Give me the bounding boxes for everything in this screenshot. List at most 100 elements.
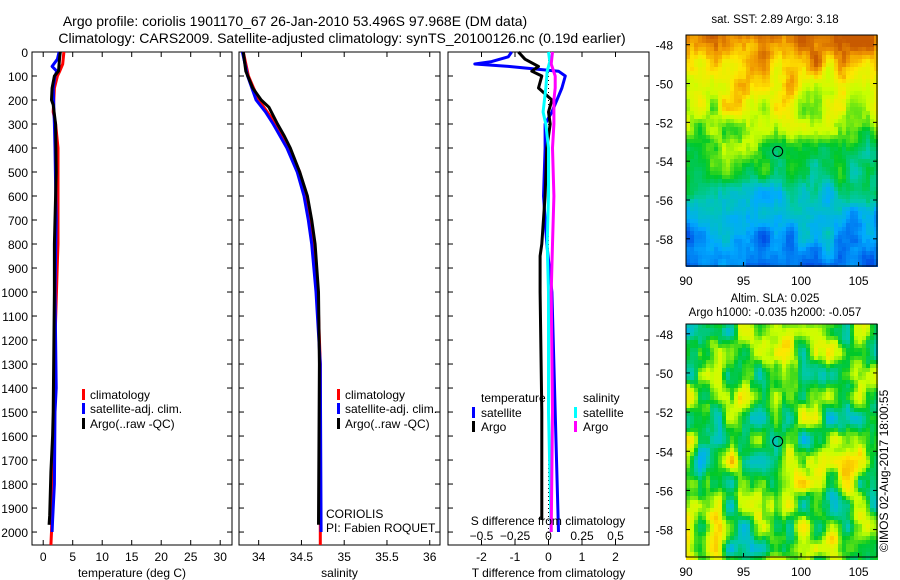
map-cell — [718, 155, 722, 159]
map-cell — [826, 416, 830, 420]
map-cell — [706, 380, 710, 384]
map-cell — [758, 199, 762, 203]
map-cell — [726, 115, 730, 119]
map-cell — [814, 35, 818, 39]
map-cell — [870, 123, 874, 127]
map-cell — [758, 223, 762, 227]
map-cell — [826, 404, 830, 408]
map-cell — [850, 468, 854, 472]
map-cell — [854, 35, 858, 39]
map-cell — [810, 191, 814, 195]
map-cell — [874, 372, 878, 376]
map-cell — [702, 95, 706, 99]
map-cell — [778, 259, 782, 263]
map-cell — [686, 47, 690, 51]
map-cell — [774, 147, 778, 151]
map-cell — [694, 348, 698, 352]
map-cell — [826, 428, 830, 432]
map-cell — [778, 239, 782, 243]
map-cell — [738, 263, 742, 267]
map-cell — [818, 444, 822, 448]
map-cell — [858, 131, 862, 135]
map-cell — [870, 388, 874, 392]
map-cell — [810, 259, 814, 263]
map-cell — [798, 440, 802, 444]
map-cell — [790, 147, 794, 151]
map-cell — [702, 175, 706, 179]
map-cell — [750, 59, 754, 63]
map-cell — [818, 203, 822, 207]
map-cell — [798, 179, 802, 183]
map-cell — [830, 135, 834, 139]
map-cell — [874, 219, 878, 223]
map-cell — [766, 151, 770, 155]
map-cell — [826, 263, 830, 267]
map-cell — [698, 199, 702, 203]
map-cell — [762, 432, 766, 436]
map-cell — [726, 400, 730, 404]
map-cell — [826, 231, 830, 235]
map-cell — [862, 376, 866, 380]
map-cell — [754, 211, 758, 215]
map-cell — [738, 348, 742, 352]
map-cell — [818, 408, 822, 412]
map-cell — [838, 452, 842, 456]
map-cell — [874, 243, 878, 247]
map-cell — [838, 111, 842, 115]
map-cell — [770, 400, 774, 404]
map-cell — [870, 231, 874, 235]
map-cell — [698, 484, 702, 488]
map-cell — [850, 452, 854, 456]
map-cell — [830, 340, 834, 344]
y-tick-label: 700 — [8, 214, 28, 228]
map-cell — [758, 99, 762, 103]
map-cell — [698, 404, 702, 408]
map-cell — [838, 396, 842, 400]
map-cell — [838, 83, 842, 87]
map-cell — [790, 452, 794, 456]
title-line-1: Argo profile: coriolis 1901170_67 26-Jan… — [63, 13, 527, 29]
map-cell — [742, 155, 746, 159]
map-cell — [710, 183, 714, 187]
map-cell — [762, 51, 766, 55]
map-cell — [754, 332, 758, 336]
map-cell — [786, 384, 790, 388]
map-cell — [690, 344, 694, 348]
map-cell — [866, 235, 870, 239]
map-cell — [786, 47, 790, 51]
map-cell — [874, 400, 878, 404]
map-cell — [794, 388, 798, 392]
map-cell — [830, 448, 834, 452]
map-cell — [810, 147, 814, 151]
map-cell — [706, 59, 710, 63]
map-cell — [686, 328, 690, 332]
map-cell — [802, 195, 806, 199]
map-cell — [762, 460, 766, 464]
map-cell — [706, 460, 710, 464]
map-cell — [842, 360, 846, 364]
map-cell — [842, 352, 846, 356]
map-cell — [842, 376, 846, 380]
map-cell — [778, 428, 782, 432]
map-cell — [746, 259, 750, 263]
map-cell — [710, 348, 714, 352]
map-cell — [738, 404, 742, 408]
map-cell — [802, 59, 806, 63]
map-cell — [834, 199, 838, 203]
map-cell — [826, 332, 830, 336]
map-cell — [698, 384, 702, 388]
map-cell — [830, 424, 834, 428]
map-cell — [710, 135, 714, 139]
map-cell — [790, 392, 794, 396]
map-cell — [706, 396, 710, 400]
map-cell — [726, 107, 730, 111]
map-cell — [782, 47, 786, 51]
map-cell — [698, 135, 702, 139]
map-cell — [854, 211, 858, 215]
map-cell — [762, 159, 766, 163]
map-cell — [790, 424, 794, 428]
map-cell — [862, 159, 866, 163]
y-tick-label: 200 — [8, 94, 28, 108]
map-cell — [786, 480, 790, 484]
map-cell — [690, 247, 694, 251]
